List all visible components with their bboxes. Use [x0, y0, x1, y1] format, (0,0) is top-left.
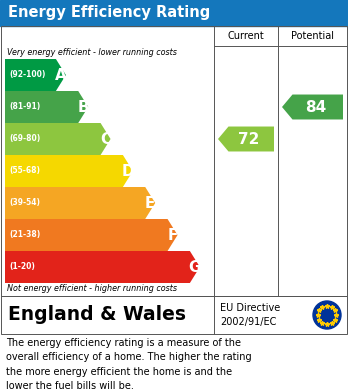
Polygon shape: [5, 187, 155, 219]
Circle shape: [313, 301, 341, 329]
Bar: [0, 0, 348, 26]
Text: Current: Current: [228, 31, 264, 41]
Text: (55-68): (55-68): [9, 167, 40, 176]
Text: D: D: [121, 163, 134, 179]
Text: EU Directive
2002/91/EC: EU Directive 2002/91/EC: [220, 303, 280, 326]
Text: (21-38): (21-38): [9, 231, 40, 240]
Text: A: A: [55, 68, 67, 83]
Text: (69-80): (69-80): [9, 135, 40, 143]
Text: (39-54): (39-54): [9, 199, 40, 208]
Polygon shape: [5, 123, 111, 155]
Polygon shape: [5, 155, 133, 187]
Text: C: C: [100, 131, 111, 147]
Text: (92-100): (92-100): [9, 70, 45, 79]
Polygon shape: [5, 91, 88, 123]
Text: Very energy efficient - lower running costs: Very energy efficient - lower running co…: [7, 48, 177, 57]
Text: England & Wales: England & Wales: [8, 305, 186, 325]
Text: The energy efficiency rating is a measure of the
overall efficiency of a home. T: The energy efficiency rating is a measur…: [6, 338, 252, 391]
Polygon shape: [282, 95, 343, 120]
Text: G: G: [189, 260, 201, 274]
Polygon shape: [218, 127, 274, 151]
Text: F: F: [167, 228, 178, 242]
Polygon shape: [5, 251, 200, 283]
Bar: [1, 296, 347, 334]
Text: E: E: [145, 196, 156, 210]
Text: Energy Efficiency Rating: Energy Efficiency Rating: [8, 5, 210, 20]
Text: 72: 72: [238, 131, 260, 147]
Text: Not energy efficient - higher running costs: Not energy efficient - higher running co…: [7, 284, 177, 293]
Text: (1-20): (1-20): [9, 262, 35, 271]
Text: 84: 84: [305, 99, 326, 115]
Text: (81-91): (81-91): [9, 102, 40, 111]
Polygon shape: [5, 59, 66, 91]
Bar: [1, 26, 347, 296]
Text: B: B: [77, 99, 89, 115]
Text: Potential: Potential: [291, 31, 334, 41]
Polygon shape: [5, 219, 177, 251]
